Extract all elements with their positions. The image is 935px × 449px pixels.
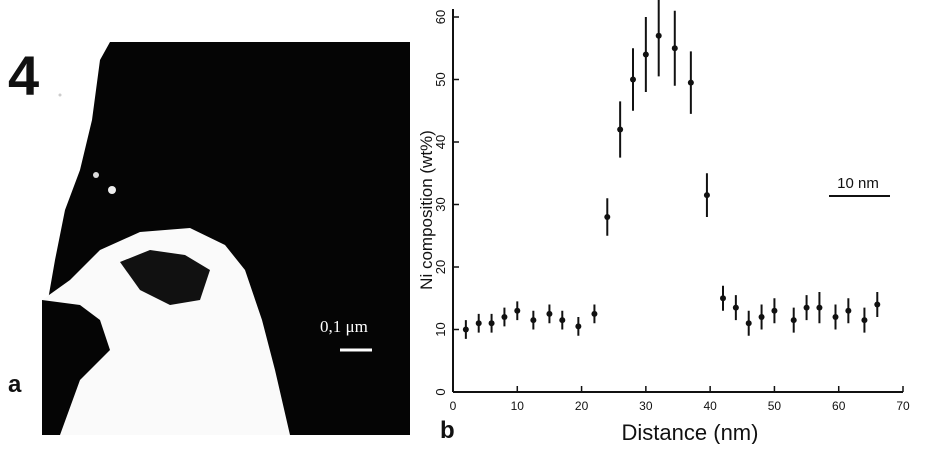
y-tick-label: 20	[433, 260, 448, 274]
data-point	[790, 317, 797, 324]
x-tick-label: 10	[511, 399, 525, 413]
y-tick-label: 30	[433, 197, 448, 211]
data-point	[488, 320, 495, 327]
x-tick-label: 50	[768, 399, 782, 413]
x-axis-label: Distance (nm)	[622, 420, 759, 444]
data-point	[591, 310, 598, 317]
panel-label: b	[440, 417, 455, 444]
annotation: 10 nm	[837, 175, 879, 192]
x-tick-label: 60	[832, 399, 846, 413]
data-point	[630, 76, 636, 83]
x-tick-label: 70	[896, 399, 910, 413]
data-point	[758, 314, 765, 320]
data-point	[617, 126, 624, 133]
scale-bar-label: 0,1 μm	[320, 317, 368, 336]
x-tick-label: 30	[639, 399, 653, 413]
data-point	[575, 323, 582, 330]
data-point	[703, 192, 710, 199]
data-point	[604, 214, 611, 220]
data-point	[771, 307, 778, 314]
data-point	[745, 320, 752, 327]
y-tick-label: 10	[433, 322, 448, 336]
data-point	[861, 317, 868, 324]
x-tick-label: 20	[575, 399, 589, 413]
micrograph	[42, 42, 410, 435]
data-point	[720, 295, 726, 302]
data-point	[546, 310, 553, 317]
data-point	[642, 51, 649, 58]
y-tick-label: 60	[433, 10, 448, 24]
data-point	[559, 317, 566, 324]
data-point	[501, 314, 508, 320]
data-point	[655, 32, 662, 39]
data-point	[671, 45, 678, 52]
panel-label: a	[8, 371, 22, 398]
y-tick-label: 40	[433, 135, 448, 149]
data-point	[732, 304, 739, 311]
x-tick-label: 0	[450, 399, 457, 413]
data-point	[832, 314, 839, 320]
data-point	[514, 307, 521, 314]
figure-number: 4	[8, 44, 39, 107]
data-point	[803, 304, 810, 311]
data-point	[462, 326, 469, 333]
y-tick-label: 50	[433, 72, 448, 86]
y-tick-label: 0	[433, 388, 448, 395]
data-point	[530, 317, 537, 324]
x-tick-label: 40	[703, 399, 717, 413]
data-point	[687, 79, 694, 86]
data-point	[874, 301, 881, 308]
y-axis-label: Ni composition (wt%)	[417, 130, 436, 290]
data-point	[475, 320, 482, 327]
data-point	[845, 307, 852, 314]
data-point	[816, 304, 823, 311]
